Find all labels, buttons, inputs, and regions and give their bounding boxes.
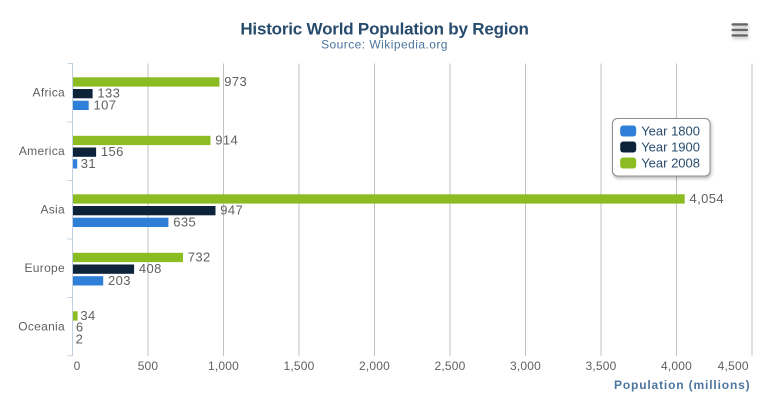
svg-text:34: 34 — [80, 308, 95, 323]
svg-text:156: 156 — [101, 144, 124, 159]
svg-text:4,500: 4,500 — [718, 359, 749, 373]
svg-text:Oceania: Oceania — [18, 320, 65, 334]
svg-text:Year 1800: Year 1800 — [641, 124, 700, 139]
svg-text:31: 31 — [81, 156, 96, 171]
svg-text:4,000: 4,000 — [661, 359, 692, 373]
svg-text:2: 2 — [76, 331, 84, 346]
svg-text:203: 203 — [108, 273, 131, 288]
svg-text:914: 914 — [215, 132, 238, 147]
svg-text:Historic World Population by R: Historic World Population by Region — [240, 20, 528, 39]
svg-text:3,500: 3,500 — [585, 359, 616, 373]
svg-text:1,000: 1,000 — [208, 359, 239, 373]
svg-text:Europe: Europe — [25, 261, 66, 275]
svg-text:408: 408 — [139, 261, 162, 276]
svg-text:133: 133 — [97, 86, 120, 101]
svg-text:2,500: 2,500 — [434, 359, 465, 373]
svg-text:2,000: 2,000 — [359, 359, 390, 373]
svg-text:Population (millions): Population (millions) — [614, 378, 751, 392]
svg-text:6: 6 — [76, 320, 84, 335]
svg-text:0: 0 — [74, 359, 81, 373]
svg-text:973: 973 — [224, 74, 247, 89]
svg-text:635: 635 — [173, 214, 196, 229]
svg-text:4,054: 4,054 — [690, 191, 725, 206]
svg-text:Africa: Africa — [33, 86, 65, 100]
svg-text:Source: Wikipedia.org: Source: Wikipedia.org — [321, 38, 448, 52]
svg-text:Year 1900: Year 1900 — [641, 140, 700, 155]
svg-text:America: America — [19, 144, 65, 158]
svg-text:Year 2008: Year 2008 — [641, 156, 700, 171]
svg-text:Asia: Asia — [40, 203, 65, 217]
svg-text:1,500: 1,500 — [283, 359, 314, 373]
svg-text:947: 947 — [220, 203, 243, 218]
svg-text:500: 500 — [138, 359, 159, 373]
svg-text:732: 732 — [188, 249, 211, 264]
svg-text:107: 107 — [94, 97, 117, 112]
svg-text:3,000: 3,000 — [510, 359, 541, 373]
